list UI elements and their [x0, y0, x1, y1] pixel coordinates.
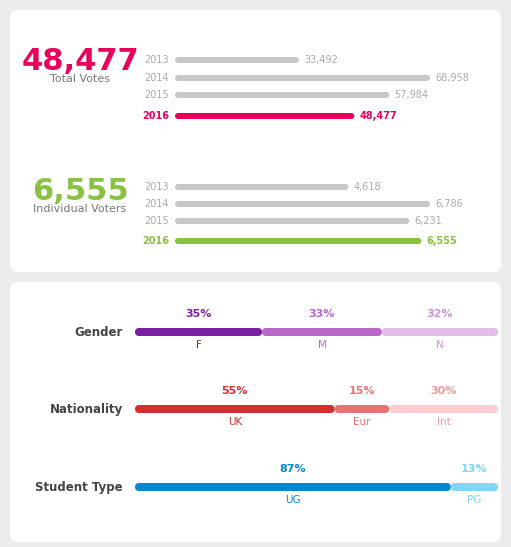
Text: 33,492: 33,492: [304, 55, 338, 65]
Text: Eur: Eur: [353, 417, 370, 427]
FancyBboxPatch shape: [175, 113, 354, 119]
Text: 2013: 2013: [145, 182, 169, 192]
FancyBboxPatch shape: [335, 405, 389, 413]
Text: 2014: 2014: [145, 73, 169, 83]
Text: UK: UK: [228, 417, 242, 427]
FancyBboxPatch shape: [175, 92, 389, 98]
Text: F: F: [196, 340, 201, 350]
Text: 2015: 2015: [144, 90, 169, 100]
Text: 48,477: 48,477: [21, 48, 139, 77]
FancyBboxPatch shape: [175, 57, 299, 63]
Text: 6,555: 6,555: [426, 236, 457, 246]
Text: N: N: [436, 340, 444, 350]
Text: 6,555: 6,555: [32, 177, 128, 206]
Text: 4,618: 4,618: [354, 182, 381, 192]
FancyBboxPatch shape: [10, 282, 501, 542]
Text: 32%: 32%: [427, 309, 453, 319]
Text: 2015: 2015: [144, 216, 169, 226]
FancyBboxPatch shape: [135, 328, 262, 336]
Text: Individual Voters: Individual Voters: [33, 204, 127, 214]
Text: Total Votes: Total Votes: [50, 74, 110, 84]
FancyBboxPatch shape: [135, 483, 451, 491]
Text: M: M: [317, 340, 327, 350]
Text: 55%: 55%: [222, 386, 248, 396]
FancyBboxPatch shape: [175, 218, 409, 224]
FancyBboxPatch shape: [135, 405, 335, 413]
Text: Gender: Gender: [75, 325, 123, 339]
Text: 6,786: 6,786: [435, 199, 463, 209]
Text: 68,958: 68,958: [435, 73, 469, 83]
Text: 13%: 13%: [461, 464, 487, 474]
FancyBboxPatch shape: [175, 75, 430, 81]
FancyBboxPatch shape: [389, 405, 498, 413]
Text: UG: UG: [285, 495, 300, 505]
FancyBboxPatch shape: [262, 328, 382, 336]
Text: 2016: 2016: [142, 111, 169, 121]
Text: 30%: 30%: [430, 386, 457, 396]
Text: 35%: 35%: [185, 309, 212, 319]
Text: Nationality: Nationality: [50, 403, 123, 416]
FancyBboxPatch shape: [175, 201, 430, 207]
Text: 2013: 2013: [145, 55, 169, 65]
Text: 48,477: 48,477: [359, 111, 397, 121]
Text: 57,984: 57,984: [394, 90, 428, 100]
Text: Student Type: Student Type: [35, 480, 123, 493]
FancyBboxPatch shape: [175, 238, 422, 244]
Text: 2014: 2014: [145, 199, 169, 209]
Text: 87%: 87%: [280, 464, 306, 474]
Text: Int: Int: [437, 417, 450, 427]
FancyBboxPatch shape: [175, 184, 349, 190]
Text: 15%: 15%: [349, 386, 375, 396]
Text: 33%: 33%: [309, 309, 335, 319]
FancyBboxPatch shape: [451, 483, 498, 491]
Text: 6,231: 6,231: [414, 216, 442, 226]
FancyBboxPatch shape: [382, 328, 498, 336]
Text: 2016: 2016: [142, 236, 169, 246]
FancyBboxPatch shape: [10, 10, 501, 272]
Text: PG: PG: [467, 495, 481, 505]
